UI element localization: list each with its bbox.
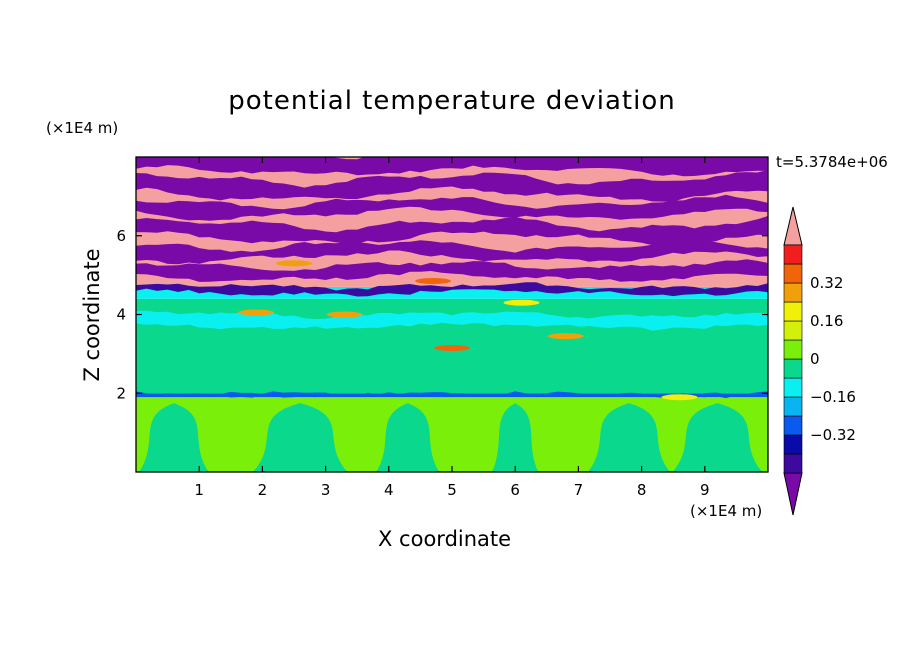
colorbar-extend-min — [783, 472, 803, 516]
contour-region — [136, 216, 768, 246]
colorbar-tick-label: −0.32 — [810, 426, 856, 444]
heatmap-field — [136, 157, 768, 472]
layer-band — [136, 397, 768, 472]
x-tick-label: 1 — [194, 481, 204, 499]
y-tick-label: 4 — [116, 306, 126, 324]
x-tick-label: 2 — [258, 481, 268, 499]
plume-region — [672, 403, 763, 472]
colorbar-tick-label: 0 — [810, 350, 820, 368]
plume-region — [587, 403, 670, 472]
colorbar-box — [783, 244, 803, 265]
colorbar-box — [783, 339, 803, 360]
contour-spot — [326, 311, 363, 318]
contour-spot — [238, 309, 275, 316]
colorbar-tick-label: 0.32 — [810, 274, 843, 292]
colorbar-box — [783, 396, 803, 417]
x-tick-label: 3 — [321, 481, 331, 499]
contour-region — [136, 239, 768, 265]
chart-title: potential temperature deviation — [228, 86, 676, 116]
x-axis-label: X coordinate — [378, 527, 512, 551]
colorbar-box — [783, 434, 803, 455]
contour-region — [136, 310, 768, 331]
y-tick-label: 6 — [116, 227, 126, 245]
colorbar-extend-max — [783, 206, 803, 246]
y-axis-unit-label: (×1E4 m) — [46, 119, 119, 137]
colorbar-box — [783, 453, 803, 474]
colorbar-tick-label: 0.16 — [810, 312, 843, 330]
colorbar-box — [783, 263, 803, 284]
y-tick-label: 2 — [116, 384, 126, 402]
plume-region — [492, 403, 539, 472]
colorbar-box — [783, 320, 803, 341]
colorbar-box — [783, 358, 803, 379]
contour-spot — [415, 278, 452, 285]
contour-spot — [434, 344, 470, 351]
x-tick-label: 5 — [447, 481, 457, 499]
contour-region — [136, 282, 768, 297]
colorbar-box — [783, 282, 803, 303]
x-tick-label: 8 — [637, 481, 647, 499]
contour-spot — [503, 299, 540, 306]
x-tick-label: 9 — [700, 481, 710, 499]
plume-region — [139, 403, 209, 472]
contour-region — [136, 169, 768, 202]
contour-region — [136, 259, 768, 282]
plume-region — [376, 403, 440, 472]
contour-region — [136, 157, 768, 177]
colorbar-box — [783, 377, 803, 398]
layer-band — [136, 286, 768, 299]
x-tick-label: 7 — [574, 481, 584, 499]
x-axis-unit-label: (×1E4 m) — [690, 502, 763, 520]
x-tick-label: 4 — [384, 481, 394, 499]
plume-region — [253, 403, 348, 472]
x-tick-label: 6 — [510, 481, 520, 499]
time-label: t=5.3784e+06 — [776, 153, 888, 171]
colorbar-box — [783, 415, 803, 436]
contour-region — [136, 391, 768, 399]
contour-spot — [276, 260, 312, 267]
colorbar-tick-label: −0.16 — [810, 388, 856, 406]
colorbar-box — [783, 301, 803, 322]
contour-spot — [661, 394, 698, 401]
contour-region — [136, 194, 768, 221]
contour-spot — [547, 333, 584, 340]
